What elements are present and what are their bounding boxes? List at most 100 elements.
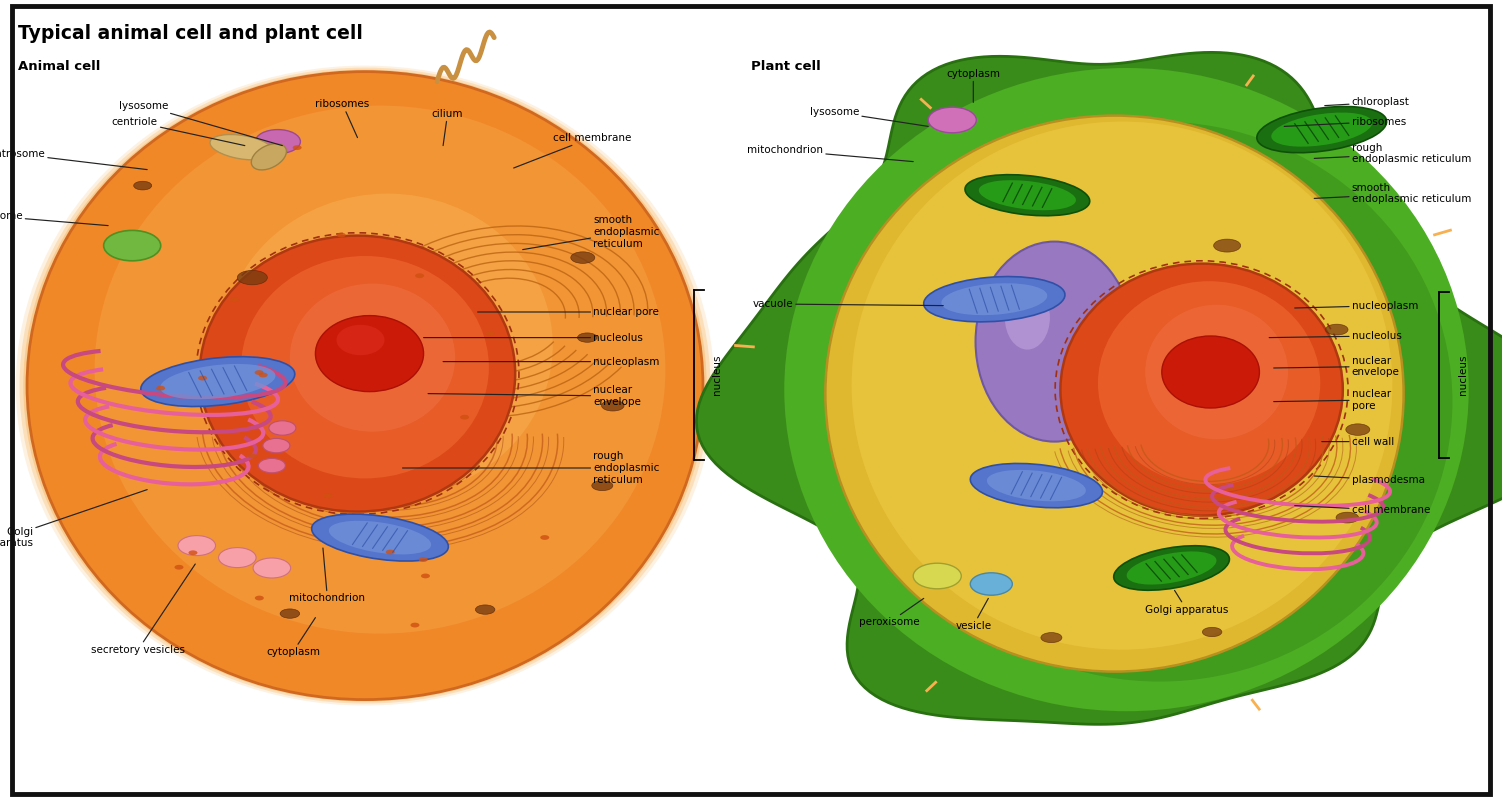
Ellipse shape — [419, 557, 428, 562]
Polygon shape — [697, 52, 1502, 724]
Ellipse shape — [156, 386, 165, 390]
Text: centriole: centriole — [111, 117, 245, 146]
Ellipse shape — [251, 144, 287, 170]
Ellipse shape — [336, 233, 345, 238]
Text: cell membrane: cell membrane — [514, 133, 631, 168]
Text: rough
endoplasmic
reticulum: rough endoplasmic reticulum — [403, 451, 659, 485]
Text: plasmodesma: plasmodesma — [1314, 475, 1425, 485]
Text: peroxisome: peroxisome — [0, 211, 108, 226]
Ellipse shape — [324, 494, 333, 498]
Ellipse shape — [248, 454, 257, 458]
Ellipse shape — [913, 563, 961, 589]
Text: centrosome: centrosome — [0, 149, 147, 170]
Text: nuclear pore: nuclear pore — [478, 307, 659, 317]
Ellipse shape — [161, 364, 275, 399]
Text: Animal cell: Animal cell — [18, 60, 101, 73]
Text: smooth
endoplasmic reticulum: smooth endoplasmic reticulum — [1314, 183, 1470, 204]
Text: nuclear
envelope: nuclear envelope — [428, 385, 641, 406]
Text: nucleoplasm: nucleoplasm — [1295, 301, 1418, 310]
Ellipse shape — [1113, 546, 1230, 590]
Text: cytoplasm: cytoplasm — [266, 618, 320, 657]
Ellipse shape — [141, 357, 294, 406]
Ellipse shape — [541, 535, 550, 540]
Ellipse shape — [487, 331, 496, 336]
Ellipse shape — [237, 270, 267, 285]
Ellipse shape — [336, 325, 385, 355]
Ellipse shape — [1271, 113, 1373, 146]
Ellipse shape — [421, 574, 430, 578]
Ellipse shape — [255, 370, 264, 375]
Text: Golgi
apparatus: Golgi apparatus — [0, 490, 147, 549]
Ellipse shape — [315, 315, 424, 391]
Ellipse shape — [255, 596, 264, 601]
Ellipse shape — [826, 115, 1403, 672]
Ellipse shape — [210, 134, 273, 160]
Text: lysosome: lysosome — [119, 101, 282, 146]
Text: vesicle: vesicle — [955, 598, 991, 630]
Ellipse shape — [415, 274, 424, 278]
Ellipse shape — [1346, 424, 1370, 435]
Ellipse shape — [174, 565, 183, 570]
Ellipse shape — [1325, 324, 1349, 335]
Ellipse shape — [942, 283, 1047, 315]
Text: nuclear
envelope: nuclear envelope — [1274, 355, 1400, 378]
Ellipse shape — [1257, 106, 1386, 153]
Ellipse shape — [601, 400, 625, 411]
Ellipse shape — [852, 122, 1392, 650]
Ellipse shape — [410, 622, 419, 627]
Ellipse shape — [1214, 239, 1241, 252]
Text: cell membrane: cell membrane — [1295, 506, 1430, 515]
Text: nuclear
pore: nuclear pore — [1274, 389, 1391, 411]
Ellipse shape — [252, 558, 290, 578]
Ellipse shape — [460, 414, 469, 419]
Text: Plant cell: Plant cell — [751, 60, 820, 73]
Text: nucleus: nucleus — [712, 355, 722, 395]
Ellipse shape — [293, 146, 302, 150]
Text: mitochondrion: mitochondrion — [290, 548, 365, 603]
Text: nucleolus: nucleolus — [1269, 331, 1401, 341]
Ellipse shape — [222, 194, 553, 498]
Text: mitochondrion: mitochondrion — [746, 146, 913, 162]
Ellipse shape — [188, 550, 197, 555]
Ellipse shape — [104, 230, 161, 261]
Text: cell wall: cell wall — [1322, 437, 1394, 446]
Ellipse shape — [230, 298, 239, 302]
Ellipse shape — [95, 106, 665, 634]
Ellipse shape — [20, 67, 710, 704]
Text: cytoplasm: cytoplasm — [946, 69, 1000, 102]
Ellipse shape — [329, 521, 431, 554]
Ellipse shape — [386, 550, 395, 554]
Text: nucleolus: nucleolus — [424, 333, 643, 342]
Ellipse shape — [15, 66, 715, 706]
Ellipse shape — [970, 573, 1012, 595]
Text: chloroplast: chloroplast — [1325, 98, 1410, 107]
Text: ribosomes: ribosomes — [315, 99, 369, 138]
Ellipse shape — [592, 481, 613, 490]
Ellipse shape — [197, 388, 219, 399]
Ellipse shape — [258, 373, 267, 378]
Text: rough
endoplasmic reticulum: rough endoplasmic reticulum — [1314, 142, 1470, 164]
Ellipse shape — [964, 174, 1090, 216]
Ellipse shape — [263, 438, 290, 453]
Ellipse shape — [134, 182, 152, 190]
Ellipse shape — [867, 122, 1452, 682]
Ellipse shape — [987, 470, 1086, 502]
Ellipse shape — [311, 514, 449, 561]
Ellipse shape — [1126, 551, 1217, 585]
Ellipse shape — [970, 463, 1102, 508]
Ellipse shape — [928, 107, 976, 133]
Ellipse shape — [1060, 263, 1343, 515]
Ellipse shape — [200, 235, 515, 512]
Text: nucleus: nucleus — [1458, 355, 1469, 395]
Ellipse shape — [1146, 305, 1289, 439]
Text: vacuole: vacuole — [753, 299, 943, 309]
Ellipse shape — [976, 242, 1134, 442]
Ellipse shape — [218, 547, 255, 568]
Ellipse shape — [177, 536, 216, 555]
Text: ribosomes: ribosomes — [1284, 117, 1406, 126]
Ellipse shape — [290, 283, 455, 431]
Text: peroxisome: peroxisome — [859, 598, 924, 627]
Ellipse shape — [924, 277, 1065, 322]
Text: lysosome: lysosome — [810, 107, 928, 126]
Text: Golgi apparatus: Golgi apparatus — [1145, 590, 1229, 614]
